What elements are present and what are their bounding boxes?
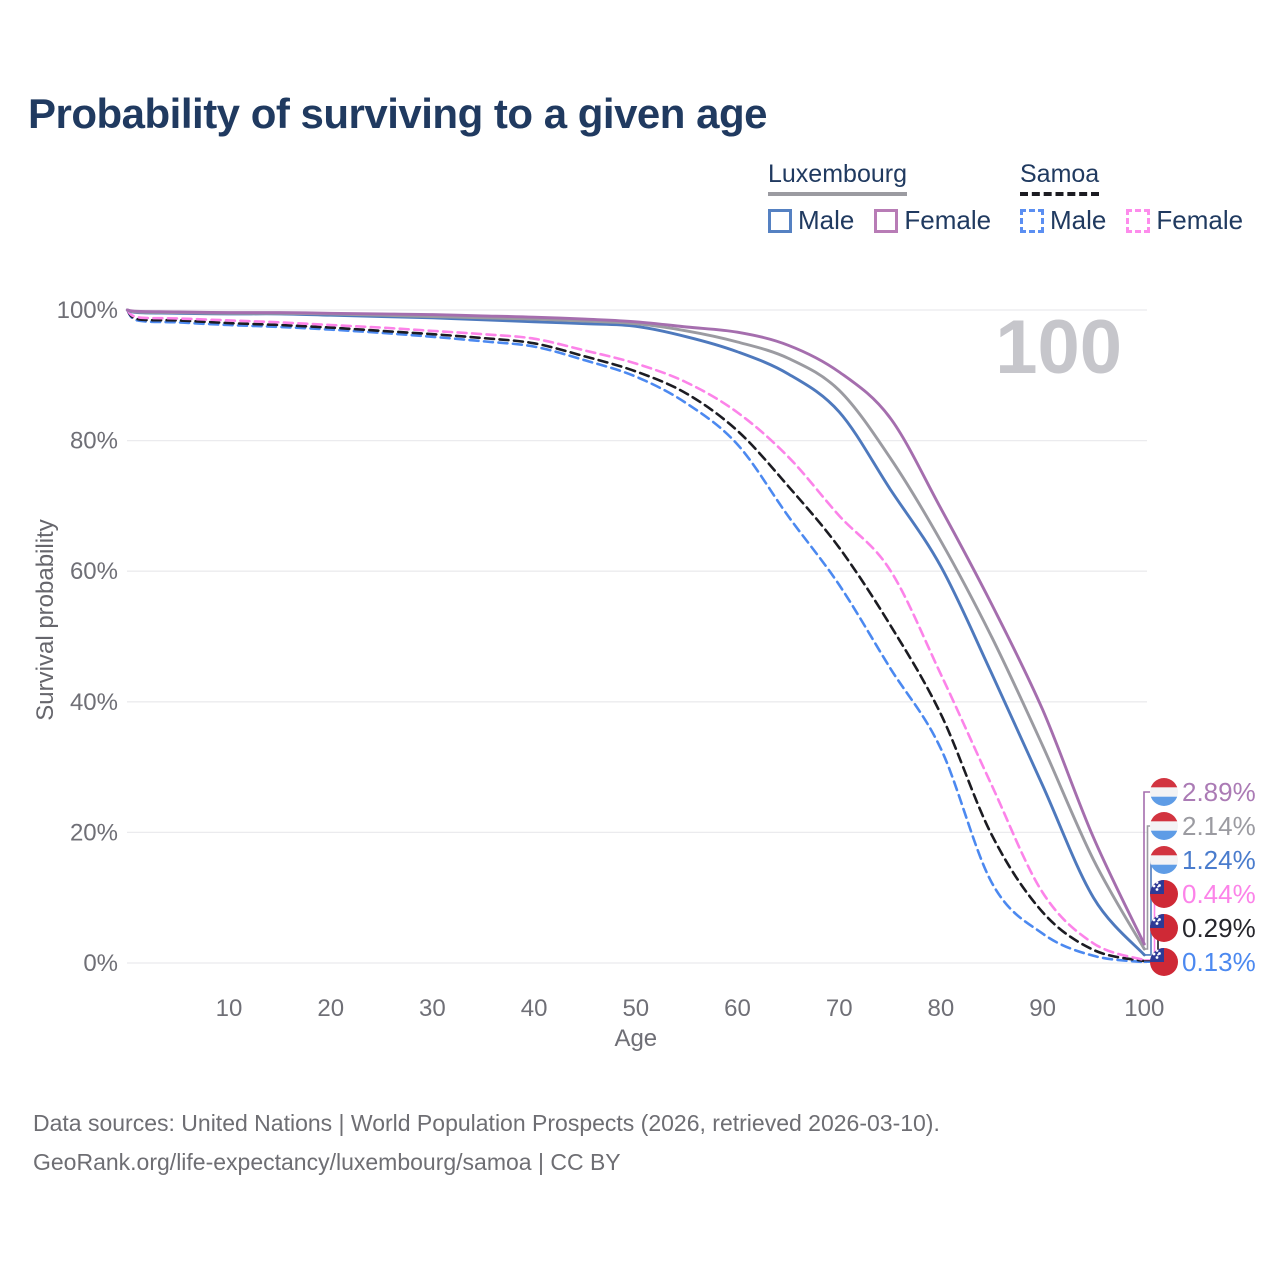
flag-star: [1152, 884, 1156, 888]
flag-stripe: [1150, 864, 1178, 874]
x-tick-label: 80: [928, 995, 955, 1022]
flag-icon-samoa: [1150, 880, 1178, 908]
series-line-luxembourg-female: [125, 308, 1146, 946]
flag-icon-luxembourg: [1150, 846, 1178, 874]
legend-header-samoa: Samoa: [1020, 160, 1100, 196]
series-line-luxembourg-total: [125, 308, 1146, 951]
series-line-samoa-male: [126, 308, 1146, 964]
legend-row-samoa: Male Female: [1020, 205, 1263, 236]
flag-star: [1155, 922, 1159, 925]
flag-star: [1155, 956, 1159, 959]
series-end-label: 0.29%: [1182, 913, 1256, 943]
x-tick-label: 100: [1124, 995, 1164, 1022]
x-tick-label: 90: [1029, 995, 1056, 1022]
series-line-samoa-total: [126, 308, 1146, 963]
flag-icon-samoa: [1150, 914, 1178, 942]
flag-star: [1157, 953, 1159, 956]
series-end-label: 0.44%: [1182, 879, 1256, 909]
x-tick-label: 50: [622, 995, 649, 1022]
flag-star: [1152, 952, 1156, 956]
series-end-label: 2.14%: [1182, 811, 1256, 841]
legend-group-samoa: Samoa Male Female: [1020, 160, 1263, 236]
flag-icon-luxembourg: [1150, 812, 1178, 840]
footer: Data sources: United Nations | World Pop…: [33, 1104, 940, 1182]
leader-line: [1143, 791, 1152, 945]
x-axis-title: Age: [614, 1025, 657, 1052]
flag-star: [1155, 915, 1159, 918]
legend-label: Male: [1050, 205, 1107, 235]
flag-stripe: [1150, 830, 1178, 840]
y-tick-label: 60%: [70, 558, 118, 585]
legend-label: Female: [1156, 205, 1244, 235]
flag-star: [1155, 881, 1159, 884]
flag-stripe: [1150, 796, 1178, 806]
flag-stripe: [1150, 812, 1178, 822]
legend-group-luxembourg: Luxembourg Male Female: [768, 160, 1011, 236]
legend-row-luxembourg: Male Female: [768, 205, 1011, 236]
y-tick-label: 100%: [57, 297, 118, 324]
x-tick-label: 40: [521, 995, 548, 1022]
legend-item-luxembourg-female[interactable]: Female: [874, 205, 991, 236]
data-sources-line: Data sources: United Nations | World Pop…: [33, 1110, 940, 1136]
flag-star: [1155, 949, 1159, 952]
y-tick-label: 40%: [70, 689, 118, 716]
series-line-samoa-female: [126, 308, 1146, 962]
x-tick-label: 30: [419, 995, 446, 1022]
luxembourg-female-swatch-icon: [874, 208, 899, 233]
flag-art: [1150, 914, 1178, 942]
flag-star: [1158, 952, 1161, 955]
series-end-label: 0.13%: [1182, 947, 1256, 977]
legend-item-samoa-male[interactable]: Male: [1020, 205, 1106, 236]
flag-art: [1150, 948, 1178, 976]
chart-title: Probability of surviving to a given age: [28, 90, 767, 137]
flag-star: [1158, 884, 1161, 887]
flag-icon-samoa: [1150, 948, 1178, 976]
flag-star: [1152, 918, 1156, 922]
legend-label: Female: [904, 205, 992, 235]
attribution-line: GeoRank.org/life-expectancy/luxembourg/s…: [33, 1149, 621, 1175]
watermark-100: 100: [995, 305, 1122, 390]
flag-stripe: [1150, 821, 1178, 831]
samoa-male-swatch-icon: [1020, 208, 1044, 233]
samoa-female-swatch-icon: [1126, 208, 1151, 233]
legend-item-luxembourg-male[interactable]: Male: [768, 205, 854, 236]
flag-stripe: [1150, 778, 1178, 788]
flag-art: [1150, 812, 1178, 840]
series-end-label: 2.89%: [1182, 777, 1256, 807]
legend-item-samoa-female[interactable]: Female: [1126, 205, 1243, 236]
flag-art: [1150, 880, 1178, 908]
x-tick-label: 10: [216, 995, 243, 1022]
flag-art: [1150, 778, 1178, 806]
flag-stripe: [1150, 855, 1178, 865]
series-end-label: 1.24%: [1182, 845, 1256, 875]
luxembourg-male-swatch-icon: [768, 208, 792, 233]
flag-stripe: [1150, 846, 1178, 856]
y-tick-label: 0%: [83, 950, 118, 977]
y-tick-label: 80%: [70, 428, 118, 455]
y-tick-label: 20%: [70, 819, 118, 846]
flag-star: [1158, 918, 1161, 921]
flag-star: [1157, 919, 1159, 922]
x-tick-label: 60: [724, 995, 751, 1022]
flag-star: [1157, 885, 1159, 888]
flag-stripe: [1150, 787, 1178, 797]
flag-icon-luxembourg: [1150, 778, 1178, 806]
legend-label: Male: [798, 205, 855, 235]
flag-art: [1150, 846, 1178, 874]
legend-header-luxembourg: Luxembourg: [768, 160, 907, 196]
flag-star: [1155, 888, 1159, 891]
leader-line: [1144, 825, 1152, 950]
x-tick-label: 70: [826, 995, 853, 1022]
x-tick-label: 20: [317, 995, 344, 1022]
series-line-luxembourg-male: [125, 308, 1146, 957]
